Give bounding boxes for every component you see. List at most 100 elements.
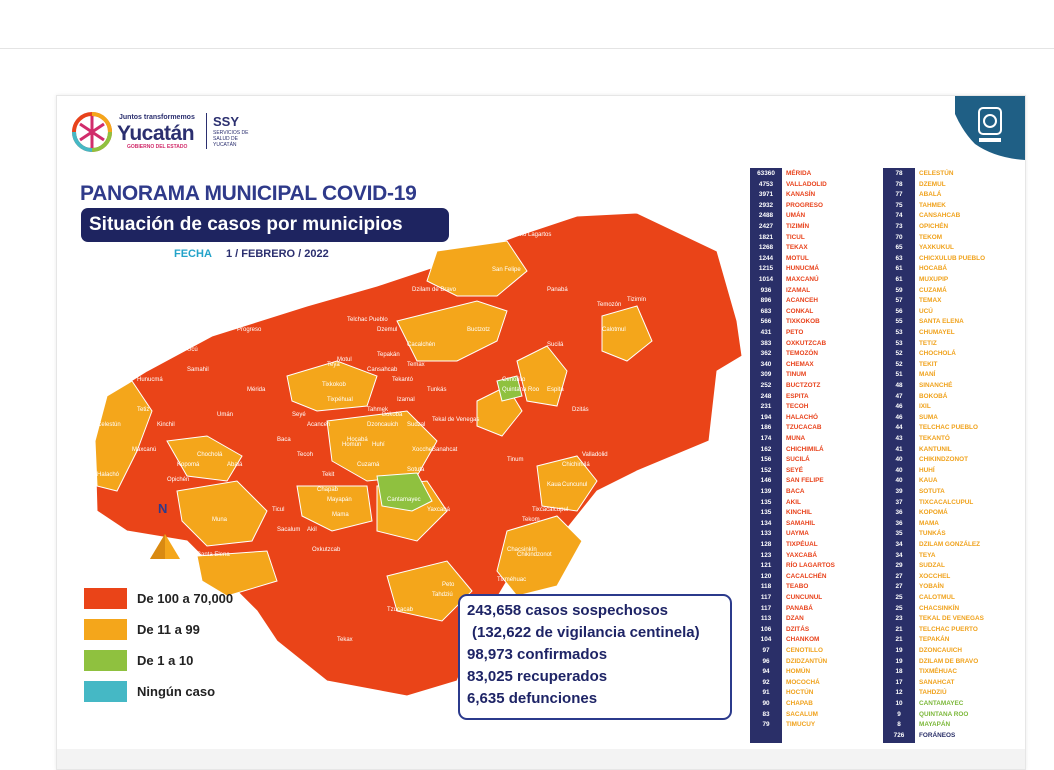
legend-swatch — [84, 588, 127, 609]
map-municipality-label: Hunucmá — [137, 377, 163, 383]
municipality-count: 1821 — [758, 233, 774, 241]
map-municipality-label: Ticul — [272, 507, 284, 513]
map-municipality-label: Celestún — [97, 422, 121, 428]
municipality-name: CHIKINDZONOT — [919, 456, 968, 464]
map-municipality-label: Muna — [212, 517, 228, 523]
municipality-name: TEKOM — [919, 233, 943, 241]
municipality-count: 48 — [895, 382, 903, 389]
map-municipality-label: Tepakán — [377, 352, 400, 358]
legend-label: De 1 a 10 — [137, 653, 194, 668]
municipality-count: 25 — [895, 594, 903, 601]
map-municipality-label: Mérida — [247, 387, 266, 393]
map-municipality-label: Tahdziú — [432, 592, 453, 598]
map-municipality-label: Bokobá — [382, 412, 403, 418]
map-municipality-label: Sanahcat — [432, 447, 458, 453]
municipality-name: DZEMUL — [919, 180, 946, 188]
map-municipality-label: Quintana Roo — [502, 387, 540, 393]
municipality-name: CHICXULUB PUEBLO — [919, 254, 986, 262]
municipality-count: 9 — [897, 710, 901, 718]
municipality-count: 120 — [760, 572, 772, 580]
municipality-names-col1: MÉRIDA VALLADOLID KANASÍN PROGRESO UMÁN TIZIM… — [786, 168, 886, 743]
municipality-name: UCÚ — [919, 307, 933, 315]
municipality-count: 21 — [895, 625, 903, 633]
municipality-name: KAUA — [919, 477, 938, 485]
summary-box: 243,658 casos sospechosos (132,622 de vi… — [458, 594, 732, 720]
municipality-name: DZONCAUICH — [919, 647, 962, 654]
municipality-count: 40 — [895, 466, 903, 474]
map-municipality-label: Temax — [407, 362, 425, 368]
map-municipality-label: Valladolid — [582, 452, 608, 458]
municipality-count: 1215 — [758, 265, 774, 273]
map-municipality-label: San Felipe — [492, 267, 521, 273]
municipality-count: 92 — [762, 678, 770, 686]
map-municipality-label: Chemax — [672, 462, 694, 468]
municipality-name: CHEMAX — [786, 360, 814, 368]
yucatan-map: Río Lagartos San Felipe Dzilam de Bravo Tiz… — [94, 212, 743, 697]
municipality-name: MUNA — [786, 435, 806, 442]
municipality-count: 1014 — [758, 276, 774, 283]
municipality-count: 123 — [760, 551, 772, 559]
municipality-name: VALLADOLID — [786, 180, 827, 188]
map-municipality-label: Maxcanú — [132, 447, 156, 453]
municipality-count: 4753 — [758, 180, 774, 188]
municipality-count: 162 — [760, 445, 772, 453]
municipality-count: 51 — [895, 371, 903, 379]
municipality-name: TETIZ — [919, 339, 937, 347]
map-municipality-label: Tahmek — [367, 407, 389, 413]
municipality-count: 63360 — [757, 170, 775, 177]
municipality-count: 8 — [897, 721, 901, 729]
map-municipality-label: Ucú — [187, 347, 198, 353]
municipality-name: HUNUCMÁ — [786, 265, 820, 273]
municipality-name: FORÁNEOS — [919, 731, 956, 739]
municipality-name: MOCOCHÁ — [786, 678, 820, 686]
municipality-count: 726 — [893, 731, 905, 739]
municipality-count: 128 — [760, 541, 772, 548]
map-municipality-label: Río Lagartos — [517, 232, 551, 238]
municipality-name: HALACHÓ — [786, 413, 818, 421]
municipality-name: YOBAÍN — [919, 583, 944, 591]
municipality-count: 340 — [760, 360, 772, 368]
map-municipality-label: Opichén — [167, 477, 189, 483]
municipality-count: 37 — [895, 498, 903, 506]
municipality-count: 61 — [895, 265, 903, 273]
municipality-name: BUCTZOTZ — [786, 382, 821, 389]
municipality-count: 17 — [895, 678, 903, 686]
municipality-name: SUDZAL — [919, 562, 945, 570]
municipality-name: SOTUTA — [919, 488, 945, 495]
map-municipality-label: Buctzotz — [467, 327, 490, 333]
map-municipality-label: Tinum — [507, 457, 523, 463]
government-emblem-icon — [955, 96, 1025, 160]
map-municipality-label: Abalá — [227, 462, 243, 468]
municipality-name: IXIL — [919, 403, 931, 411]
municipality-count: 57 — [895, 297, 903, 305]
map-municipality-label: Umán — [217, 412, 233, 418]
municipality-name: TEYA — [919, 551, 936, 559]
municipality-count: 46 — [895, 403, 903, 411]
municipality-name: TIMUCUY — [786, 721, 816, 729]
municipality-count: 47 — [895, 392, 903, 400]
municipality-count: 156 — [760, 456, 772, 464]
municipality-name: UMÁN — [786, 212, 806, 220]
map-municipality-label: Tixpéhual — [327, 397, 353, 403]
municipality-name: ACANCEH — [786, 297, 818, 305]
municipality-count: 39 — [895, 488, 903, 495]
map-municipality-label: Tixméhuac — [497, 577, 526, 583]
municipality-count: 90 — [762, 700, 770, 707]
municipality-name: SUCILÁ — [786, 456, 810, 464]
municipality-name: YAXCABÁ — [786, 551, 818, 559]
municipality-count: 135 — [760, 509, 772, 517]
municipality-count: 118 — [760, 583, 772, 591]
municipality-name: CHUMAYEL — [919, 329, 955, 336]
map-municipality-label: Tekax — [337, 637, 353, 643]
municipality-count: 248 — [760, 392, 772, 400]
municipality-name: TIXCACALCUPUL — [919, 498, 974, 506]
municipality-name: TIXMÉHUAC — [919, 668, 957, 676]
map-municipality-label: Tekal de Venegas — [432, 417, 479, 423]
map-municipality-label: Cansahcab — [367, 367, 398, 373]
logo-divider — [206, 113, 207, 149]
municipality-count: 25 — [895, 604, 903, 612]
map-municipality-label: Espita — [547, 387, 564, 393]
municipality-count: 683 — [760, 307, 772, 315]
municipality-name: MÉRIDA — [786, 170, 812, 177]
map-municipality-label: Tunkás — [427, 387, 446, 393]
